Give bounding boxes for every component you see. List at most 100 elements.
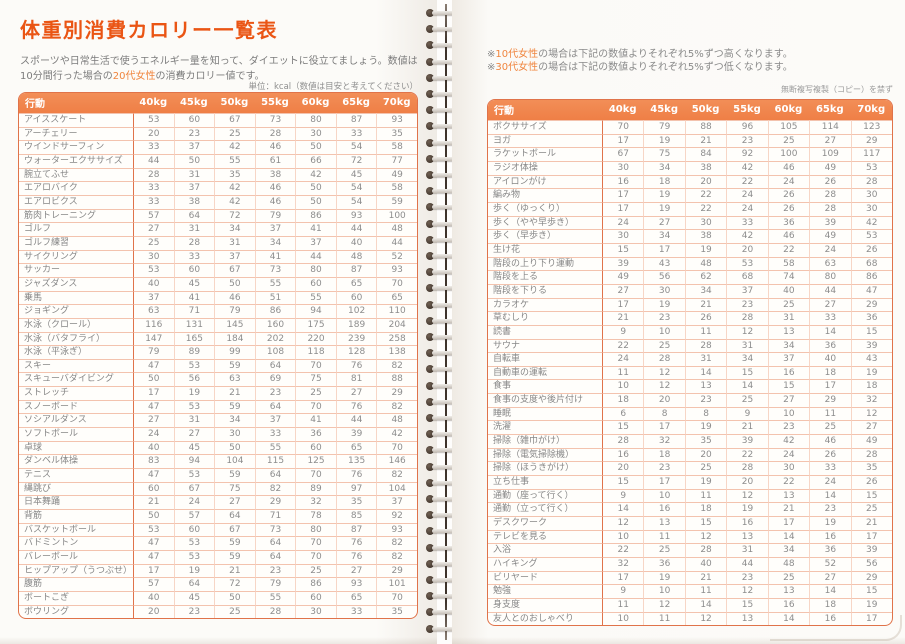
calorie-value: 165 <box>173 331 215 346</box>
table-row: サウナ 22 25 28 31 34 36 39 <box>488 338 892 353</box>
activity-label: ビリヤード <box>488 570 602 585</box>
calorie-value: 31 <box>767 311 810 325</box>
calorie-value: 220 <box>295 331 336 346</box>
calorie-value: 36 <box>643 557 685 571</box>
weight-column-header: 45kg <box>643 100 685 120</box>
spiral-hole-left-icon <box>426 592 434 601</box>
spiral-hole-left-icon <box>426 122 434 131</box>
table-row: カラオケ 17 19 21 23 25 27 29 <box>488 297 892 312</box>
calorie-value: 21 <box>767 502 810 517</box>
calorie-value: 28 <box>850 174 892 189</box>
activity-label: アイススケート <box>19 113 133 127</box>
calorie-value: 33 <box>133 194 174 209</box>
activity-label: 睡眠 <box>488 406 602 421</box>
calorie-value: 30 <box>602 229 644 243</box>
activity-label: サイクリング <box>19 249 133 264</box>
calorie-value: 44 <box>376 235 417 250</box>
calorie-value: 24 <box>133 427 174 441</box>
spiral-hole-left-icon <box>426 495 434 503</box>
calorie-value: 50 <box>295 140 336 154</box>
calorie-value: 79 <box>133 345 174 359</box>
calorie-value: 48 <box>376 413 417 428</box>
calorie-value: 26 <box>767 188 810 202</box>
calorie-value: 69 <box>254 372 296 387</box>
calorie-value: 29 <box>376 563 417 578</box>
calorie-value: 31 <box>726 543 768 557</box>
calorie-value: 75 <box>214 481 255 496</box>
calorie-value: 29 <box>809 393 851 407</box>
table-row: ソフトボール 24 27 30 33 36 39 42 <box>19 427 417 441</box>
table-row: 読書 9 10 11 12 13 14 15 <box>488 324 892 339</box>
calorie-value: 27 <box>214 495 255 510</box>
calorie-value: 87 <box>335 263 377 277</box>
calorie-value: 85 <box>335 509 377 523</box>
calorie-value: 41 <box>295 222 336 236</box>
calorie-value: 40 <box>133 590 174 605</box>
calorie-value: 53 <box>173 536 215 550</box>
table-row: 背筋 50 57 64 71 78 85 92 <box>19 509 417 523</box>
calorie-value: 42 <box>214 181 255 195</box>
calorie-value: 13 <box>643 516 685 530</box>
calorie-value: 40 <box>133 276 174 291</box>
calorie-value: 41 <box>173 290 215 305</box>
calorie-table-right: 行動 40kg 45kg 50kg 55kg 60kg 65kg 70kg ボクササイズ 70 79… <box>487 99 893 627</box>
activity-label: 食事の支度や後片付け <box>488 393 602 407</box>
spiral-hole-left-icon <box>426 576 434 584</box>
calorie-value: 22 <box>684 201 727 216</box>
calorie-value: 67 <box>173 481 215 496</box>
calorie-value: 28 <box>684 543 727 557</box>
calorie-value: 48 <box>376 222 417 236</box>
calorie-value: 47 <box>133 550 174 564</box>
calorie-value: 70 <box>295 399 336 414</box>
calorie-value: 50 <box>133 509 174 523</box>
calorie-value: 17 <box>602 133 644 148</box>
calorie-value: 20 <box>726 242 768 257</box>
calorie-value: 33 <box>335 126 377 141</box>
calorie-value: 28 <box>254 126 296 141</box>
calorie-value: 26 <box>767 201 810 216</box>
calorie-value: 41 <box>254 249 296 264</box>
table-row: サッカー 53 60 67 73 80 87 93 <box>19 263 417 277</box>
calorie-value: 34 <box>643 160 685 175</box>
spiral-wire-icon <box>432 75 457 80</box>
spiral-hole-left-icon <box>426 73 434 82</box>
calorie-value: 102 <box>335 304 377 318</box>
calorie-value: 29 <box>850 570 892 585</box>
calorie-value: 97 <box>335 481 377 496</box>
table-row: アイロンがけ 16 18 20 22 24 26 28 <box>488 174 892 189</box>
activity-label: 通勤（座って行く） <box>488 488 602 503</box>
spiral-hole-left-icon <box>426 333 434 341</box>
table-row: アーチェリー 20 23 25 28 30 33 35 <box>19 126 417 141</box>
calorie-value: 50 <box>133 372 174 387</box>
calorie-value: 46 <box>254 181 296 195</box>
calorie-value: 60 <box>173 113 215 127</box>
calorie-value: 19 <box>643 570 685 585</box>
activity-label: デスクワーク <box>488 516 602 530</box>
calorie-value: 204 <box>376 317 417 332</box>
calorie-value: 16 <box>643 502 685 517</box>
calorie-value: 45 <box>173 276 215 291</box>
calorie-value: 13 <box>767 488 810 503</box>
calorie-value: 13 <box>767 584 810 598</box>
calorie-value: 30 <box>602 160 644 175</box>
calorie-value: 60 <box>173 522 215 537</box>
calorie-value: 67 <box>214 263 255 277</box>
spiral-wire-icon <box>432 270 457 275</box>
calorie-value: 59 <box>214 536 255 550</box>
activity-label: 乗馬 <box>19 290 133 305</box>
activity-label: ボートこぎ <box>19 590 133 605</box>
calorie-value: 40 <box>335 235 377 250</box>
activity-label: ボウリング <box>19 604 133 619</box>
calorie-value: 25 <box>767 133 810 148</box>
calorie-value: 15 <box>726 597 768 612</box>
calorie-value: 41 <box>295 413 336 428</box>
calorie-value: 108 <box>254 345 296 359</box>
note-teens: ※10代女性の場合は下記の数値よりそれぞれ5%ずつ高くなります。 <box>487 48 793 61</box>
calorie-value: 115 <box>254 454 296 469</box>
calorie-value: 33 <box>173 249 215 264</box>
table-row: ボクササイズ 70 79 88 96 105 114 123 <box>488 120 892 134</box>
spiral-wire-icon <box>432 237 457 242</box>
activity-label: 卓球 <box>19 440 133 455</box>
calorie-value: 14 <box>684 365 727 380</box>
table-row: エアロビクス 33 38 42 46 50 54 59 <box>19 194 417 209</box>
